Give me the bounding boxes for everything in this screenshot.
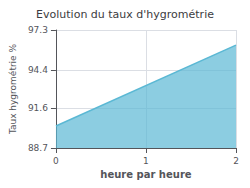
svg-text:Evolution du taux d'hygrométri: Evolution du taux d'hygrométrie [36,8,214,21]
svg-text:88.7: 88.7 [28,143,48,153]
svg-text:0: 0 [53,156,59,166]
svg-text:94.4: 94.4 [28,65,48,75]
svg-text:91.6: 91.6 [28,103,48,113]
svg-text:Taux hygrométrie %: Taux hygrométrie % [8,43,18,135]
svg-text:2: 2 [233,156,239,166]
svg-text:heure par heure: heure par heure [100,169,191,180]
svg-text:97.3: 97.3 [28,25,48,35]
svg-text:1: 1 [143,156,149,166]
